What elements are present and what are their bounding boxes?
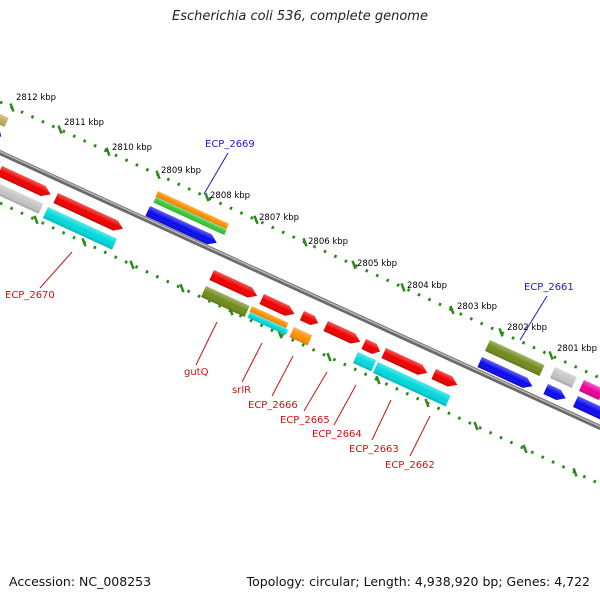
ruler-tick: [204, 192, 210, 202]
gene-feature: [578, 380, 600, 401]
gene-callout-label: srlR: [232, 385, 251, 396]
callout-leader-line: [271, 355, 294, 397]
gene-feature: [0, 182, 44, 214]
ruler-label: 2806 kbp: [308, 237, 348, 247]
gene-feature: [372, 362, 451, 407]
gene-feature: [572, 396, 600, 420]
gene-feature: [259, 294, 295, 316]
inner-ruler: [0, 201, 600, 486]
gene-feature: [153, 197, 227, 236]
gene-callout-label: ECP_2664: [312, 429, 362, 440]
ruler-tick: [9, 103, 15, 112]
ruler-label: 2805 kbp: [357, 259, 397, 269]
gene-feature: [381, 348, 428, 375]
gene-feature: [155, 191, 229, 230]
gene-callout-label: ECP_2662: [385, 460, 435, 471]
ruler-label: 2809 kbp: [161, 166, 201, 176]
gene-feature: [549, 367, 577, 388]
gene-callout-label: ECP_2666: [248, 400, 298, 411]
ruler-label: 2802 kbp: [507, 323, 547, 333]
gene-feature: [289, 327, 313, 346]
gene-feature: [477, 357, 533, 388]
ruler-tick: [33, 215, 39, 225]
ruler-tick: [57, 125, 63, 135]
gene-callout-label: gutQ: [184, 367, 209, 378]
ruler-label: 2810 kbp: [112, 143, 152, 153]
gene-callout-label: ECP_2669: [205, 139, 255, 150]
callout-leader-line: [409, 415, 431, 457]
ruler-tick: [449, 305, 455, 315]
ruler-tick: [424, 398, 430, 408]
gene-feature: [0, 128, 2, 139]
gene-feature: [200, 286, 250, 317]
ruler-tick: [548, 351, 554, 360]
gene-feature: [247, 312, 289, 336]
ruler-tick: [302, 237, 308, 247]
ruler-label: 2807 kbp: [259, 213, 299, 223]
callout-leader-line: [39, 251, 73, 289]
gene-callout-label: ECP_2661: [524, 282, 574, 293]
gene-feature: [431, 369, 458, 387]
ruler-label: 2804 kbp: [407, 281, 447, 291]
gene-feature: [543, 384, 566, 400]
ruler-tick: [522, 444, 528, 454]
genome-summary-text: Topology: circular; Length: 4,938,920 bp…: [246, 574, 590, 589]
ruler-label: 2808 kbp: [210, 191, 250, 201]
ruler-tick: [400, 282, 406, 292]
gene-feature: [484, 340, 545, 376]
gene-feature: [352, 352, 377, 372]
ruler-label: 2811 kbp: [64, 118, 104, 128]
callout-leader-line: [303, 371, 328, 412]
gene-feature: [209, 270, 258, 298]
ruler-tick: [81, 237, 87, 247]
gene-feature: [361, 339, 381, 354]
gene-feature: [323, 321, 361, 344]
ruler-tick: [179, 283, 185, 293]
ruler-label: 2801 kbp: [557, 344, 597, 354]
ruler-tick: [375, 375, 381, 385]
map-title: Escherichia coli 536, complete genome: [172, 9, 428, 24]
ruler-tick: [326, 352, 332, 362]
ruler-tick: [572, 467, 578, 477]
callout-leader-line: [519, 295, 548, 341]
ruler-tick: [351, 260, 357, 270]
genome-backbone-highlight: [0, 150, 600, 428]
callout-leader-line: [241, 342, 263, 383]
gene-feature: [145, 206, 217, 245]
gene-feature: [42, 207, 118, 250]
ruler-label: 2812 kbp: [16, 93, 56, 103]
genome-backbone: [0, 149, 600, 431]
gene-feature: [53, 193, 123, 231]
callout-leader-line: [333, 384, 357, 426]
ruler-tick: [129, 260, 135, 270]
gene-feature: [0, 166, 51, 197]
gene-callout-label: ECP_2665: [280, 415, 330, 426]
ruler-tick: [253, 215, 259, 225]
gene-callout-label: ECP_2663: [349, 444, 399, 455]
callout-leader-line: [371, 399, 392, 441]
ruler-tick: [498, 328, 504, 337]
callout-leader-line: [195, 321, 218, 366]
ruler-tick: [473, 421, 479, 431]
ruler-label: 2803 kbp: [457, 302, 497, 312]
callout-leader-line: [203, 152, 229, 195]
ruler-tick: [105, 147, 111, 157]
accession-text: Accession: NC_008253: [9, 574, 152, 589]
gene-feature: [249, 306, 289, 329]
gene-callout-label: ECP_2670: [5, 290, 55, 301]
gene-feature: [0, 112, 9, 127]
gene-feature: [299, 311, 319, 325]
ruler-tick: [155, 170, 161, 180]
